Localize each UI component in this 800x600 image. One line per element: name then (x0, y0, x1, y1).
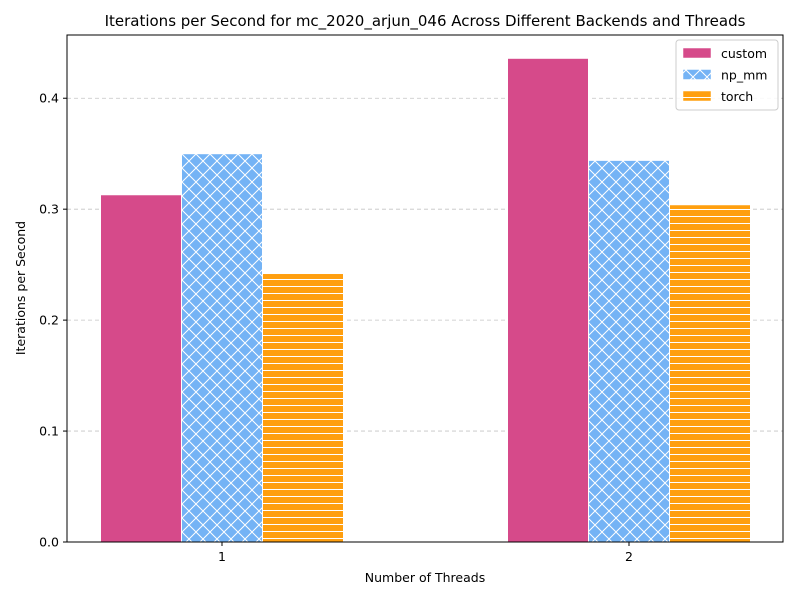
x-tick-label: 1 (218, 549, 226, 564)
y-tick-label: 0.4 (39, 91, 59, 106)
y-tick-label: 0.2 (39, 313, 59, 328)
bars (100, 57, 751, 543)
x-axis-label: Number of Threads (365, 570, 485, 585)
legend-label-custom: custom (721, 46, 767, 61)
legend-swatch-torch (682, 90, 712, 102)
legend-label-np_mm: np_mm (721, 68, 767, 83)
x-tick-label: 2 (625, 549, 633, 564)
y-tick-label: 0.1 (39, 424, 59, 439)
y-axis-label: Iterations per Second (13, 221, 28, 355)
bar-np_mm-1 (181, 153, 263, 543)
legend-swatch-np_mm (682, 69, 712, 80)
legend-swatch-custom (682, 47, 712, 59)
y-axis: 0.0 0.1 0.2 0.3 0.4 (39, 91, 67, 550)
bar-torch-2 (669, 204, 751, 543)
y-tick-label: 0.3 (39, 202, 59, 217)
bar-torch-1 (262, 273, 344, 543)
chart-title: Iterations per Second for mc_2020_arjun_… (105, 12, 746, 31)
bar-custom-1 (100, 194, 182, 543)
bar-custom-2 (507, 57, 589, 543)
bar-np_mm-2 (588, 159, 670, 543)
legend-label-torch: torch (721, 89, 753, 104)
y-tick-label: 0.0 (39, 535, 59, 550)
plot-frame (66, 34, 784, 543)
